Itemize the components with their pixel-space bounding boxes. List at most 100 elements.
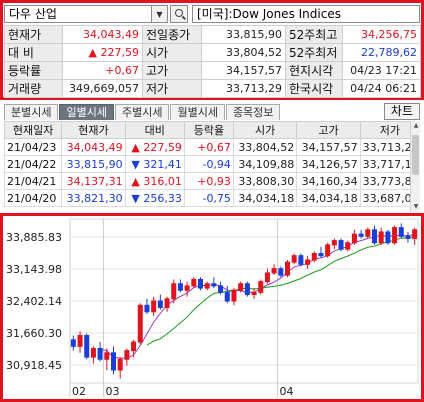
candle-body[interactable] bbox=[338, 240, 344, 250]
candle-body[interactable] bbox=[218, 285, 224, 293]
candle-body[interactable] bbox=[298, 255, 304, 265]
candle-body[interactable] bbox=[278, 268, 284, 276]
column-header[interactable]: 대비 bbox=[124, 121, 185, 139]
candle-body[interactable] bbox=[318, 253, 324, 257]
candle-body[interactable] bbox=[371, 229, 378, 244]
candle-body[interactable] bbox=[398, 227, 404, 237]
tab-4[interactable]: 종목정보 bbox=[225, 104, 281, 120]
tab-2[interactable]: 주별시세 bbox=[114, 104, 170, 120]
symbol-input[interactable]: 다우 산업 bbox=[4, 5, 152, 23]
x-tick-label: 03 bbox=[105, 385, 119, 398]
quote-row: 거래량 349,669,057 저가 33,713,29 한국시각 04/24 06:21 bbox=[4, 79, 421, 98]
candle-body[interactable] bbox=[358, 233, 364, 237]
candle-body[interactable] bbox=[412, 229, 418, 239]
candle-body[interactable] bbox=[77, 335, 83, 347]
candle-body[interactable] bbox=[345, 242, 351, 250]
candle-body[interactable] bbox=[238, 283, 244, 291]
scroll-up-icon[interactable]: ▲ bbox=[413, 122, 419, 129]
search-icon[interactable] bbox=[170, 5, 188, 23]
candle-body[interactable] bbox=[385, 231, 391, 244]
quote-panel-frame bbox=[0, 0, 424, 100]
candle-body[interactable] bbox=[284, 261, 291, 276]
quote-value: ▲ 227,59 bbox=[62, 43, 143, 62]
candle-body[interactable] bbox=[151, 300, 157, 313]
search-bar: 다우 산업 ▼ [미국]:Dow Jones Indices bbox=[4, 4, 420, 24]
tab-bar: 분별시세 일별시세 주별시세 월별시세 종목정보 차트 bbox=[4, 103, 420, 120]
quote-value: 04/23 17:21 bbox=[342, 61, 421, 80]
cell-rate: -0,94 bbox=[183, 155, 234, 173]
column-header[interactable]: 등락율 bbox=[183, 121, 234, 139]
column-header[interactable]: 고가 bbox=[296, 121, 361, 139]
cell-date: 21/04/22 bbox=[3, 155, 63, 173]
candle-body[interactable] bbox=[378, 231, 384, 244]
candle-body[interactable] bbox=[291, 255, 297, 263]
candle-body[interactable] bbox=[231, 289, 237, 302]
candle-body[interactable] bbox=[251, 291, 257, 296]
candle-body[interactable] bbox=[392, 227, 398, 244]
candle-body[interactable] bbox=[211, 283, 217, 287]
x-tick-label: 02 bbox=[72, 385, 86, 398]
candle-body[interactable] bbox=[365, 229, 371, 237]
candle-body[interactable] bbox=[84, 335, 90, 358]
tab-1[interactable]: 일별시세 bbox=[59, 104, 114, 120]
candle-body[interactable] bbox=[110, 352, 117, 371]
candle-body[interactable] bbox=[117, 358, 123, 371]
candle-body[interactable] bbox=[264, 272, 270, 283]
candle-body[interactable] bbox=[197, 278, 204, 289]
candle-body[interactable] bbox=[258, 281, 264, 293]
quote-value: 33,804,52 bbox=[201, 43, 286, 62]
candle-body[interactable] bbox=[305, 259, 311, 265]
scroll-down-icon[interactable]: ▼ bbox=[413, 203, 419, 210]
candle-body[interactable] bbox=[325, 244, 331, 257]
quote-label: 현지시각 bbox=[285, 61, 343, 80]
candle-body[interactable] bbox=[191, 278, 197, 287]
table-row[interactable]: 21/04/20 33,821,30 ▼ 256,33 -0,75 34,034,18 3… bbox=[3, 189, 421, 207]
candle-body[interactable] bbox=[144, 304, 150, 313]
chart-button[interactable]: 차트 bbox=[383, 103, 420, 120]
cell-change: ▼ 321,41 bbox=[124, 155, 185, 173]
table-row[interactable]: 21/04/23 34,043,49 ▲ 227,59 +0,67 33,804,52 3… bbox=[3, 138, 421, 156]
column-header[interactable]: 시가 bbox=[232, 121, 298, 139]
candle-body[interactable] bbox=[271, 268, 277, 274]
candle-body[interactable] bbox=[90, 347, 96, 358]
cell-rate: +0,93 bbox=[183, 172, 234, 190]
tab-0[interactable]: 분별시세 bbox=[4, 104, 59, 120]
cell-date: 21/04/20 bbox=[3, 189, 63, 207]
candle-body[interactable] bbox=[171, 283, 177, 300]
candle-body[interactable] bbox=[331, 240, 337, 246]
cell-rate: +0,67 bbox=[183, 138, 234, 156]
y-tick-label: 33,885.83 bbox=[6, 231, 62, 244]
quote-label: 현재가 bbox=[4, 25, 63, 44]
candlestick-chart[interactable]: 33,885.83 33,143.98 32,402.14 31,660.30 30,9… bbox=[4, 217, 420, 399]
candle-body[interactable] bbox=[131, 341, 137, 352]
column-header[interactable]: 현재가 bbox=[61, 121, 126, 139]
candle-body[interactable] bbox=[311, 253, 317, 261]
ma-long-line bbox=[146, 236, 415, 346]
cell-open: 34,034,18 bbox=[232, 189, 298, 207]
candle-body[interactable] bbox=[204, 283, 210, 289]
candle-body[interactable] bbox=[351, 233, 357, 244]
table-row[interactable]: 21/04/22 33,815,90 ▼ 321,41 -0,94 34,109,88 3… bbox=[3, 155, 421, 173]
quote-value: +0,67 bbox=[62, 61, 143, 80]
candle-body[interactable] bbox=[184, 285, 190, 291]
candle-body[interactable] bbox=[137, 304, 143, 343]
chevron-down-icon[interactable]: ▼ bbox=[152, 5, 168, 23]
vertical-scrollbar[interactable]: ▲ ▼ bbox=[410, 121, 420, 212]
candle-body[interactable] bbox=[224, 291, 230, 302]
cell-change: ▲ 227,59 bbox=[124, 138, 185, 156]
scroll-thumb[interactable] bbox=[412, 135, 419, 175]
candle-body[interactable] bbox=[104, 352, 110, 360]
quote-value: 34,157,57 bbox=[201, 61, 286, 80]
candle-body[interactable] bbox=[244, 283, 250, 296]
column-header[interactable]: 현재일자 bbox=[3, 121, 63, 139]
candle-body[interactable] bbox=[124, 350, 130, 360]
candle-body[interactable] bbox=[177, 283, 183, 291]
candle-body[interactable] bbox=[164, 298, 170, 308]
tab-3[interactable]: 월별시세 bbox=[170, 104, 225, 120]
table-row[interactable]: 21/04/21 34,137,31 ▲ 316,01 +0,93 33,808,30 3… bbox=[3, 172, 421, 190]
quote-value: 349,669,057 bbox=[62, 79, 143, 98]
candle-body[interactable] bbox=[157, 300, 163, 308]
candle-body[interactable] bbox=[405, 235, 411, 239]
candle-body[interactable] bbox=[70, 339, 76, 347]
candle-body[interactable] bbox=[97, 347, 103, 360]
